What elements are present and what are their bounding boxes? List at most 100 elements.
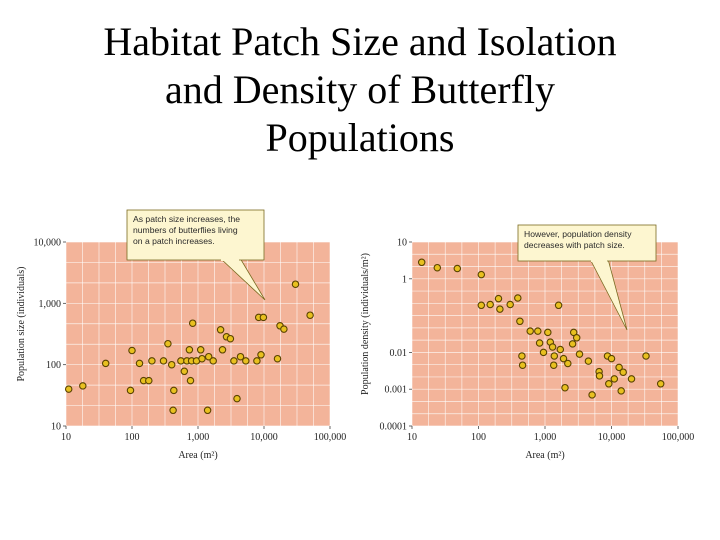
data-point bbox=[230, 357, 238, 365]
data-point bbox=[534, 327, 542, 335]
data-point bbox=[496, 305, 504, 313]
data-point bbox=[615, 363, 623, 372]
data-point bbox=[186, 376, 195, 385]
y-axis-title: Population density (individuals/m²) bbox=[360, 253, 371, 395]
y-tick-label: 10,000 bbox=[34, 238, 62, 249]
data-points bbox=[417, 258, 665, 399]
data-point bbox=[656, 380, 665, 388]
grid bbox=[411, 241, 679, 427]
callout-join bbox=[591, 259, 607, 262]
data-point bbox=[627, 375, 636, 383]
data-point bbox=[556, 345, 565, 354]
callout-text-line: As patch size increases, the bbox=[133, 214, 240, 224]
data-point bbox=[242, 357, 250, 365]
data-point bbox=[554, 301, 563, 310]
data-point bbox=[203, 406, 212, 415]
data-point bbox=[610, 375, 619, 383]
y-tick-label: 100 bbox=[46, 360, 61, 371]
data-point bbox=[605, 380, 613, 388]
y-tick-label: 0.01 bbox=[390, 348, 408, 359]
data-point bbox=[216, 326, 225, 334]
data-point bbox=[642, 352, 650, 360]
data-point bbox=[233, 394, 241, 403]
data-point bbox=[280, 325, 288, 333]
data-point bbox=[559, 354, 568, 363]
data-point bbox=[218, 346, 227, 354]
data-point bbox=[236, 352, 245, 361]
data-point bbox=[135, 359, 144, 368]
data-point bbox=[253, 357, 261, 365]
chart-population-density: 10 100 1,000 10,000 100,000 0.0001 0.001 0.01 1 1… bbox=[360, 224, 694, 461]
data-point bbox=[433, 263, 442, 272]
data-point bbox=[148, 357, 156, 365]
data-point bbox=[518, 352, 526, 360]
data-point bbox=[617, 387, 625, 395]
data-point bbox=[564, 359, 572, 368]
callout-text-line: decreases with patch size. bbox=[524, 240, 625, 250]
slide-title: Habitat Patch Size and Isolation and Den… bbox=[0, 18, 720, 162]
x-axis-title: Area (m²) bbox=[525, 450, 564, 461]
data-point bbox=[159, 357, 168, 365]
grid bbox=[65, 241, 331, 427]
data-point bbox=[619, 368, 627, 376]
data-point bbox=[595, 372, 604, 380]
x-tick-label: 10 bbox=[407, 432, 417, 443]
data-point bbox=[506, 300, 514, 309]
data-point bbox=[494, 294, 503, 303]
y-tick-label: 10 bbox=[397, 238, 407, 249]
data-point bbox=[198, 354, 206, 363]
data-point bbox=[568, 340, 577, 348]
title-line-3: Populations bbox=[265, 115, 455, 160]
data-point bbox=[526, 327, 534, 335]
x-tick-label: 1,000 bbox=[187, 432, 210, 443]
title-line-2: and Density of Butterfly bbox=[165, 67, 555, 112]
callout-box bbox=[517, 224, 657, 262]
x-tick-label: 10,000 bbox=[250, 432, 278, 443]
callout-text-line: However, population density bbox=[524, 229, 632, 239]
x-tick-label: 100 bbox=[125, 432, 140, 443]
callout-box bbox=[126, 209, 265, 261]
y-tick-label: 1,000 bbox=[39, 299, 62, 310]
y-axis-title: Population size (individuals) bbox=[16, 267, 27, 382]
chart-population-size: 10 100 1,000 10,000 100,000 10 100 1,000 10,000 A… bbox=[16, 209, 347, 461]
x-tick-label: 10,000 bbox=[598, 432, 626, 443]
data-point bbox=[453, 264, 462, 273]
data-point bbox=[518, 361, 527, 369]
data-point bbox=[259, 313, 268, 322]
data-point bbox=[539, 348, 548, 357]
data-point bbox=[180, 367, 189, 376]
y-tick-label: 0.0001 bbox=[380, 422, 408, 433]
data-point bbox=[549, 361, 558, 369]
data-point bbox=[128, 346, 136, 355]
data-point bbox=[170, 386, 178, 395]
x-tick-label: 1,000 bbox=[534, 432, 557, 443]
data-point bbox=[164, 339, 172, 348]
data-point bbox=[291, 280, 300, 288]
data-point bbox=[477, 301, 486, 310]
data-point bbox=[572, 334, 581, 342]
callout-text-line: on a patch increases. bbox=[133, 236, 215, 246]
data-point bbox=[204, 352, 213, 361]
data-point bbox=[273, 354, 282, 363]
data-point bbox=[575, 350, 584, 358]
callout-join bbox=[221, 258, 239, 261]
data-point bbox=[486, 300, 494, 309]
data-point bbox=[79, 382, 87, 390]
y-tick-label: 1 bbox=[402, 274, 407, 285]
data-point bbox=[535, 339, 544, 347]
data-point bbox=[126, 386, 135, 395]
data-point bbox=[145, 376, 153, 385]
data-point bbox=[548, 343, 557, 351]
callout-text-line: numbers of butterflies living bbox=[133, 225, 238, 235]
data-point bbox=[177, 357, 185, 365]
data-point bbox=[64, 385, 73, 393]
data-point bbox=[306, 311, 314, 319]
data-point bbox=[188, 319, 197, 327]
data-point bbox=[477, 270, 486, 279]
data-point bbox=[561, 383, 569, 392]
title-line-1: Habitat Patch Size and Isolation bbox=[103, 19, 617, 64]
x-tick-label: 100,000 bbox=[314, 432, 347, 443]
